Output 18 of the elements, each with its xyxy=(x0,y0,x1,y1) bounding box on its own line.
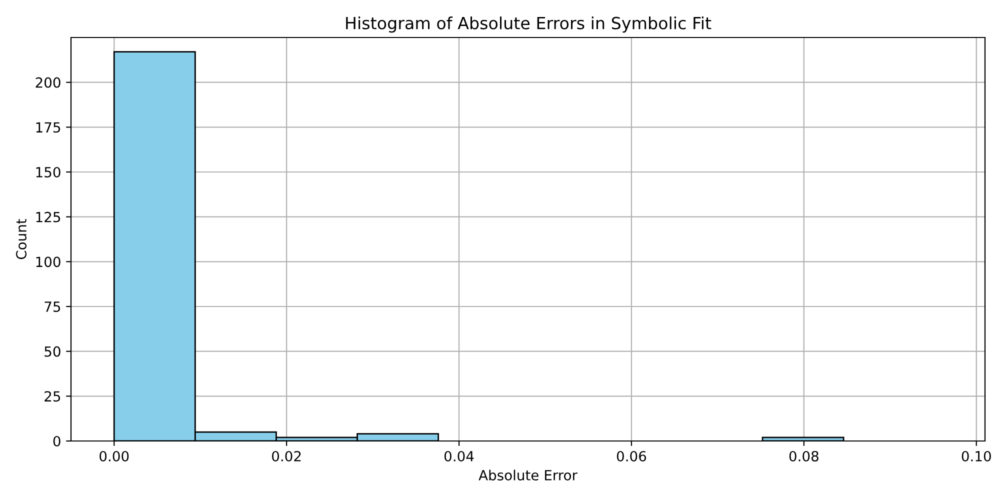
y-tick-label: 75 xyxy=(44,302,60,312)
y-tick-label: 175 xyxy=(36,122,60,133)
y-tick-label: 25 xyxy=(44,391,60,402)
x-tick-label: 0.00 xyxy=(100,450,129,462)
y-axis-title: Count xyxy=(16,218,27,260)
x-tick-label: 0.04 xyxy=(444,450,474,462)
chart-title: Histogram of Absolute Errors in Symbolic Fit xyxy=(346,16,712,33)
x-tick-label: 0.08 xyxy=(789,450,818,462)
x-tick-label: 0.10 xyxy=(962,450,991,462)
y-tick-label: 100 xyxy=(36,256,60,268)
y-tick-label: 125 xyxy=(36,212,60,222)
y-tick-label: 150 xyxy=(36,166,60,178)
x-tick-label: 0.06 xyxy=(616,450,646,462)
x-tick-label: 0.02 xyxy=(272,450,301,462)
y-tick-label: 200 xyxy=(36,77,60,88)
x-axis-title: Absolute Error xyxy=(478,470,578,480)
y-tick-label: 50 xyxy=(44,346,60,357)
y-tick-label: 0 xyxy=(53,436,60,446)
